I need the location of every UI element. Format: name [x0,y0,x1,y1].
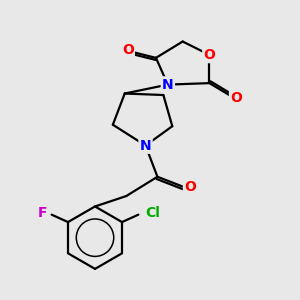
Text: N: N [140,139,152,152]
Text: O: O [203,48,215,62]
Text: O: O [230,91,242,105]
Text: F: F [38,206,47,220]
Text: O: O [122,44,134,57]
Text: N: N [162,78,174,92]
Text: Cl: Cl [145,206,160,220]
Text: O: O [184,180,196,194]
